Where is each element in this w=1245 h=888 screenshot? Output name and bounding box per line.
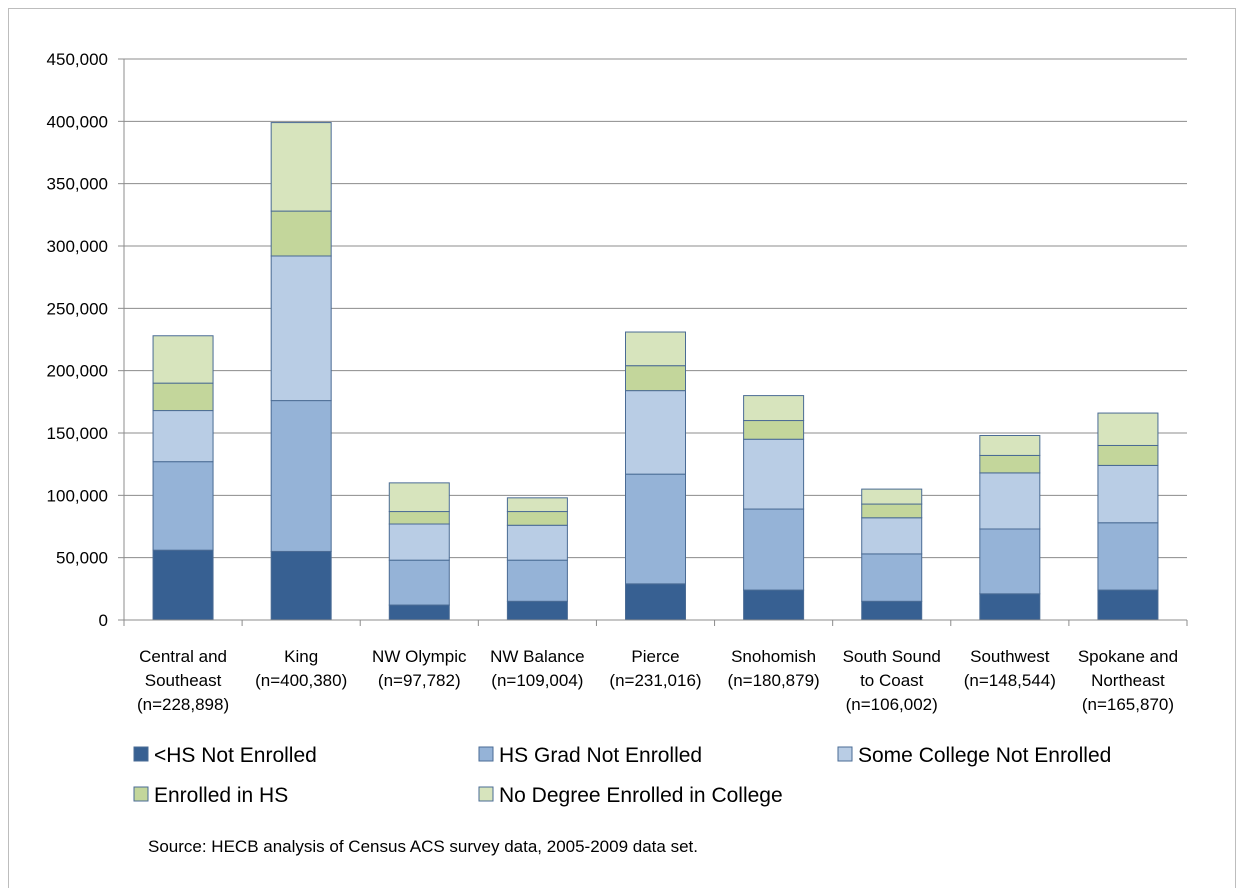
axes [118, 58, 1188, 626]
legend-swatch [133, 746, 149, 762]
x-category-label: Spokane and [1078, 647, 1178, 666]
bar-segment [979, 472, 1041, 530]
bar-segment [270, 255, 332, 402]
bar-segment [979, 434, 1041, 456]
bar-segment [1097, 464, 1159, 524]
legend-swatch [837, 746, 853, 762]
bar-segment [152, 549, 214, 621]
bar-segment [506, 559, 568, 602]
source-note: Source: HECB analysis of Census ACS surv… [148, 837, 698, 856]
legend-swatch [478, 786, 494, 802]
bar-segment [861, 517, 923, 555]
y-tick-label: 100,000 [47, 486, 108, 505]
x-category-label: (n=109,004) [491, 671, 583, 690]
bar-segment [506, 524, 568, 561]
y-tick-label: 50,000 [56, 549, 108, 568]
legend: <HS Not Enrolled HS Grad Not Enrolled Some… [133, 744, 1111, 807]
bar-segment [388, 604, 450, 621]
y-tick-label: 200,000 [47, 362, 108, 381]
y-tick-label: 350,000 [47, 175, 108, 194]
y-tick-label: 450,000 [47, 50, 108, 69]
x-category-label: (n=228,898) [137, 695, 229, 714]
bar-segment [1097, 412, 1159, 446]
legend-label: Enrolled in HS [154, 784, 288, 807]
bars [152, 122, 1159, 621]
x-category-label: Northeast [1091, 671, 1165, 690]
bar-segment [388, 559, 450, 606]
bar-segment [270, 550, 332, 621]
x-category-label: (n=180,879) [728, 671, 820, 690]
x-category-label: (n=97,782) [378, 671, 461, 690]
legend-label: Some College Not Enrolled [858, 744, 1111, 767]
x-category-label: (n=400,380) [255, 671, 347, 690]
y-tick-label: 150,000 [47, 424, 108, 443]
bar-segment [625, 473, 686, 585]
bar-segment [625, 390, 686, 475]
y-tick-label: 300,000 [47, 237, 108, 256]
bar-segment [388, 511, 450, 525]
bar-segment [270, 400, 332, 552]
x-category-label: (n=231,016) [609, 671, 701, 690]
y-tick-label: 250,000 [47, 299, 108, 318]
bar-segment [506, 600, 568, 621]
chart-frame [8, 8, 1236, 888]
bar-segment [861, 503, 923, 519]
x-category-label: NW Balance [490, 647, 584, 666]
x-category-label: Snohomish [731, 647, 816, 666]
bar-segment [1097, 589, 1159, 621]
bar-segment [861, 488, 923, 505]
y-tick-label: 0 [99, 611, 108, 630]
bar-segment [979, 593, 1041, 621]
bar-segment [979, 528, 1041, 595]
bar-segment [1097, 444, 1159, 466]
bar-segment [388, 482, 450, 513]
bar-segment [506, 497, 568, 513]
y-axis-tick-labels: 0 50,000 100,000 150,000 200,000 250,000 300,0… [47, 50, 108, 630]
bar-segment [979, 454, 1041, 474]
x-category-label: Southwest [970, 647, 1050, 666]
x-category-label: King [284, 647, 318, 666]
legend-label: No Degree Enrolled in College [499, 784, 783, 807]
legend-label: HS Grad Not Enrolled [499, 744, 702, 767]
bar-segment [625, 583, 686, 621]
bar-segment [861, 553, 923, 602]
legend-swatch [478, 746, 494, 762]
bar-segment [152, 382, 214, 412]
bar-segment [270, 122, 332, 212]
bar-segment [625, 331, 686, 367]
x-category-label: (n=165,870) [1082, 695, 1174, 714]
x-category-label: Southeast [145, 671, 222, 690]
bar-segment [152, 461, 214, 551]
bar-segment [388, 523, 450, 561]
x-axis-category-labels: Central and Southeast (n=228,898) King (n=40… [137, 647, 1178, 714]
bar-segment [506, 511, 568, 526]
bar-segment [743, 508, 805, 591]
bar-segment [743, 395, 805, 422]
legend-swatch [133, 786, 149, 802]
y-tick-label: 400,000 [47, 112, 108, 131]
bar-segment [743, 589, 805, 621]
x-category-label: NW Olympic [372, 647, 467, 666]
x-category-label: South Sound [843, 647, 941, 666]
bar-segment [743, 438, 805, 510]
x-category-label: (n=148,544) [964, 671, 1056, 690]
bar-segment [270, 210, 332, 257]
bar-segment [152, 335, 214, 384]
bar-segment [625, 365, 686, 392]
x-category-label: (n=106,002) [846, 695, 938, 714]
bar-segment [861, 600, 923, 621]
x-category-label: Pierce [631, 647, 679, 666]
x-category-label: to Coast [860, 671, 924, 690]
x-category-label: Central and [139, 647, 227, 666]
bar-segment [152, 410, 214, 463]
legend-label: <HS Not Enrolled [154, 744, 317, 767]
bar-segment [1097, 522, 1159, 591]
bar-segment [743, 420, 805, 440]
